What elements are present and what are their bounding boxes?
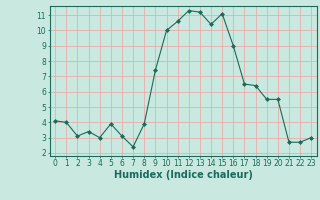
X-axis label: Humidex (Indice chaleur): Humidex (Indice chaleur) [114,170,252,180]
